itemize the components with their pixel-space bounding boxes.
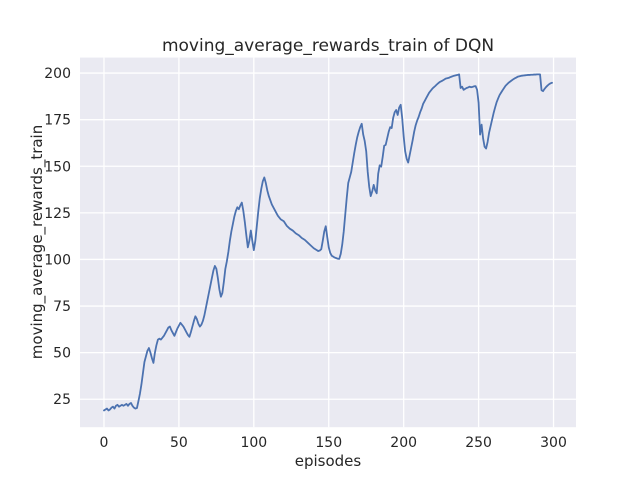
tick-labels-layer: 25 50 75 100 125 150 175 200 0 50 100 150 200 250 300 [44,66,567,451]
x-tick-label: 150 [315,435,342,451]
series-layer [103,73,553,412]
x-axis-label: episodes [295,452,362,470]
grid-layer [80,57,576,428]
y-tick-label: 150 [44,159,71,175]
y-tick-label: 200 [44,66,71,82]
x-tick-label: 200 [390,435,417,451]
y-tick-label: 25 [53,392,71,408]
y-tick-label: 50 [53,346,71,362]
chart-title: moving_average_rewards_train of DQN [162,36,494,56]
y-tick-label: 125 [44,206,71,222]
x-tick-label: 250 [465,435,492,451]
y-tick-label: 100 [44,252,71,268]
x-tick-label: 300 [540,435,567,451]
x-tick-label: 100 [240,435,267,451]
y-tick-label: 175 [44,113,71,129]
x-tick-label: 0 [100,435,109,451]
y-axis-label: moving_average_rewards_train [28,125,47,359]
y-tick-label: 75 [53,299,71,315]
reward-line-series [103,73,553,412]
x-tick-label: 50 [170,435,188,451]
